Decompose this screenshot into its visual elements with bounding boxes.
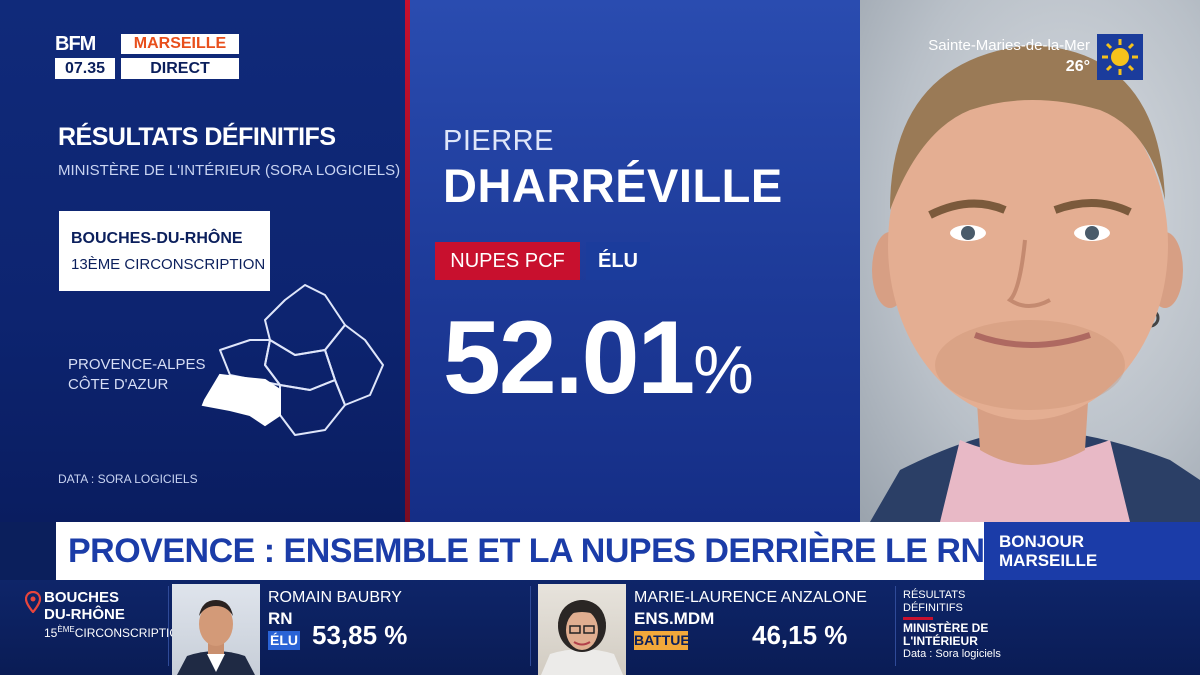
score-unit: % xyxy=(693,332,754,408)
ticker-candidate-name: ROMAIN BAUBRY xyxy=(268,589,402,606)
candidate-first-name: PIERRE xyxy=(443,125,554,157)
ticker-candidate-status: ÉLU xyxy=(268,631,300,650)
results-source: MINISTÈRE DE L'INTÉRIEUR (SORA LOGICIELS… xyxy=(58,162,401,179)
sun-icon xyxy=(1097,34,1143,80)
data-note: DATA : SORA LOGICIELS xyxy=(58,472,198,486)
ticker-candidate-name: MARIE-LAURENCE ANZALONE xyxy=(634,589,867,606)
ticker-source: RÉSULTATS DÉFINITIFS MINISTÈRE DE L'INTÉ… xyxy=(903,589,1001,661)
headline-bar: PROVENCE : ENSEMBLE ET LA NUPES DERRIÈRE… xyxy=(56,522,985,580)
ticker-divider xyxy=(168,586,169,666)
ticker-department: BOUCHES DU-RHÔNE xyxy=(44,589,125,623)
ticker-candidate-status: BATTUE xyxy=(634,631,690,650)
candidate-last-name: DHARRÉVILLE xyxy=(443,159,783,212)
highlighted-department xyxy=(201,373,281,427)
source-accent xyxy=(903,617,933,620)
candidate-photo-thumb xyxy=(538,584,626,675)
ticker-source-line: DÉFINITIFS xyxy=(903,602,963,614)
ticker-source-line: L'INTÉRIEUR xyxy=(903,634,978,648)
clock: 07.35 xyxy=(55,58,115,79)
status-badge: ÉLU xyxy=(586,242,650,280)
show-title-box: BONJOUR MARSEILLE xyxy=(984,522,1200,580)
ticker-divider xyxy=(530,586,531,666)
ticker-constituency: 15ÈMECIRCONSCRIPTION xyxy=(44,625,187,640)
candidate-score: 52.01% xyxy=(443,298,754,430)
live-tag: DIRECT xyxy=(121,58,239,79)
department-name: BOUCHES-DU-RHÔNE xyxy=(71,230,243,247)
region-line: CÔTE D'AZUR xyxy=(68,376,169,393)
ticker-source-line: MINISTÈRE DE xyxy=(903,621,989,635)
show-title-line: BONJOUR xyxy=(999,532,1085,551)
score-number: 52.01 xyxy=(443,300,695,416)
brand-text: BFM xyxy=(55,33,96,55)
panel-divider xyxy=(405,0,410,522)
ticker-candidate-party: RN xyxy=(268,609,293,628)
show-title: BONJOUR MARSEILLE xyxy=(999,532,1097,570)
ticker-candidate-score: 53,85 % xyxy=(312,620,408,650)
constituency-box: BOUCHES-DU-RHÔNE 13ÈME CIRCONSCRIPTION xyxy=(59,211,270,291)
ticker-source-line: RÉSULTATS xyxy=(903,589,966,601)
region-line: PROVENCE-ALPES xyxy=(68,356,206,373)
constituency-name: 13ÈME CIRCONSCRIPTION xyxy=(71,256,266,273)
location-pin-icon xyxy=(25,591,41,613)
ticker-divider xyxy=(895,586,896,666)
ticker-department-line: DU-RHÔNE xyxy=(44,606,125,623)
portrait-illustration xyxy=(870,45,1200,522)
weather-temperature: 26° xyxy=(1065,58,1090,75)
ticker-candidate-party: ENS.MDM xyxy=(634,609,715,628)
headline-text: PROVENCE : ENSEMBLE ET LA NUPES DERRIÈRE… xyxy=(68,532,985,570)
constituency-suffix: ÈME xyxy=(57,625,75,634)
ticker-department-line: BOUCHES xyxy=(44,589,120,606)
ticker-source-line: Data : Sora logiciels xyxy=(903,648,1001,660)
candidate-photo-thumb xyxy=(172,584,260,675)
region-map xyxy=(201,284,384,436)
weather-location: Sainte-Maries-de-la-Mer xyxy=(928,37,1090,54)
constituency-label: CIRCONSCRIPTION xyxy=(74,626,188,640)
constituency-number: 15 xyxy=(44,626,58,640)
show-title-line: MARSEILLE xyxy=(999,551,1098,570)
candidate-photo xyxy=(860,0,1200,522)
city-tag: MARSEILLE xyxy=(121,34,239,54)
ticker-candidate-score: 46,15 % xyxy=(752,620,848,650)
region-label: PROVENCE-ALPES CÔTE D'AZUR xyxy=(68,355,206,395)
results-title: RÉSULTATS DÉFINITIFS xyxy=(58,123,336,151)
party-badge: NUPES PCF xyxy=(435,242,580,280)
